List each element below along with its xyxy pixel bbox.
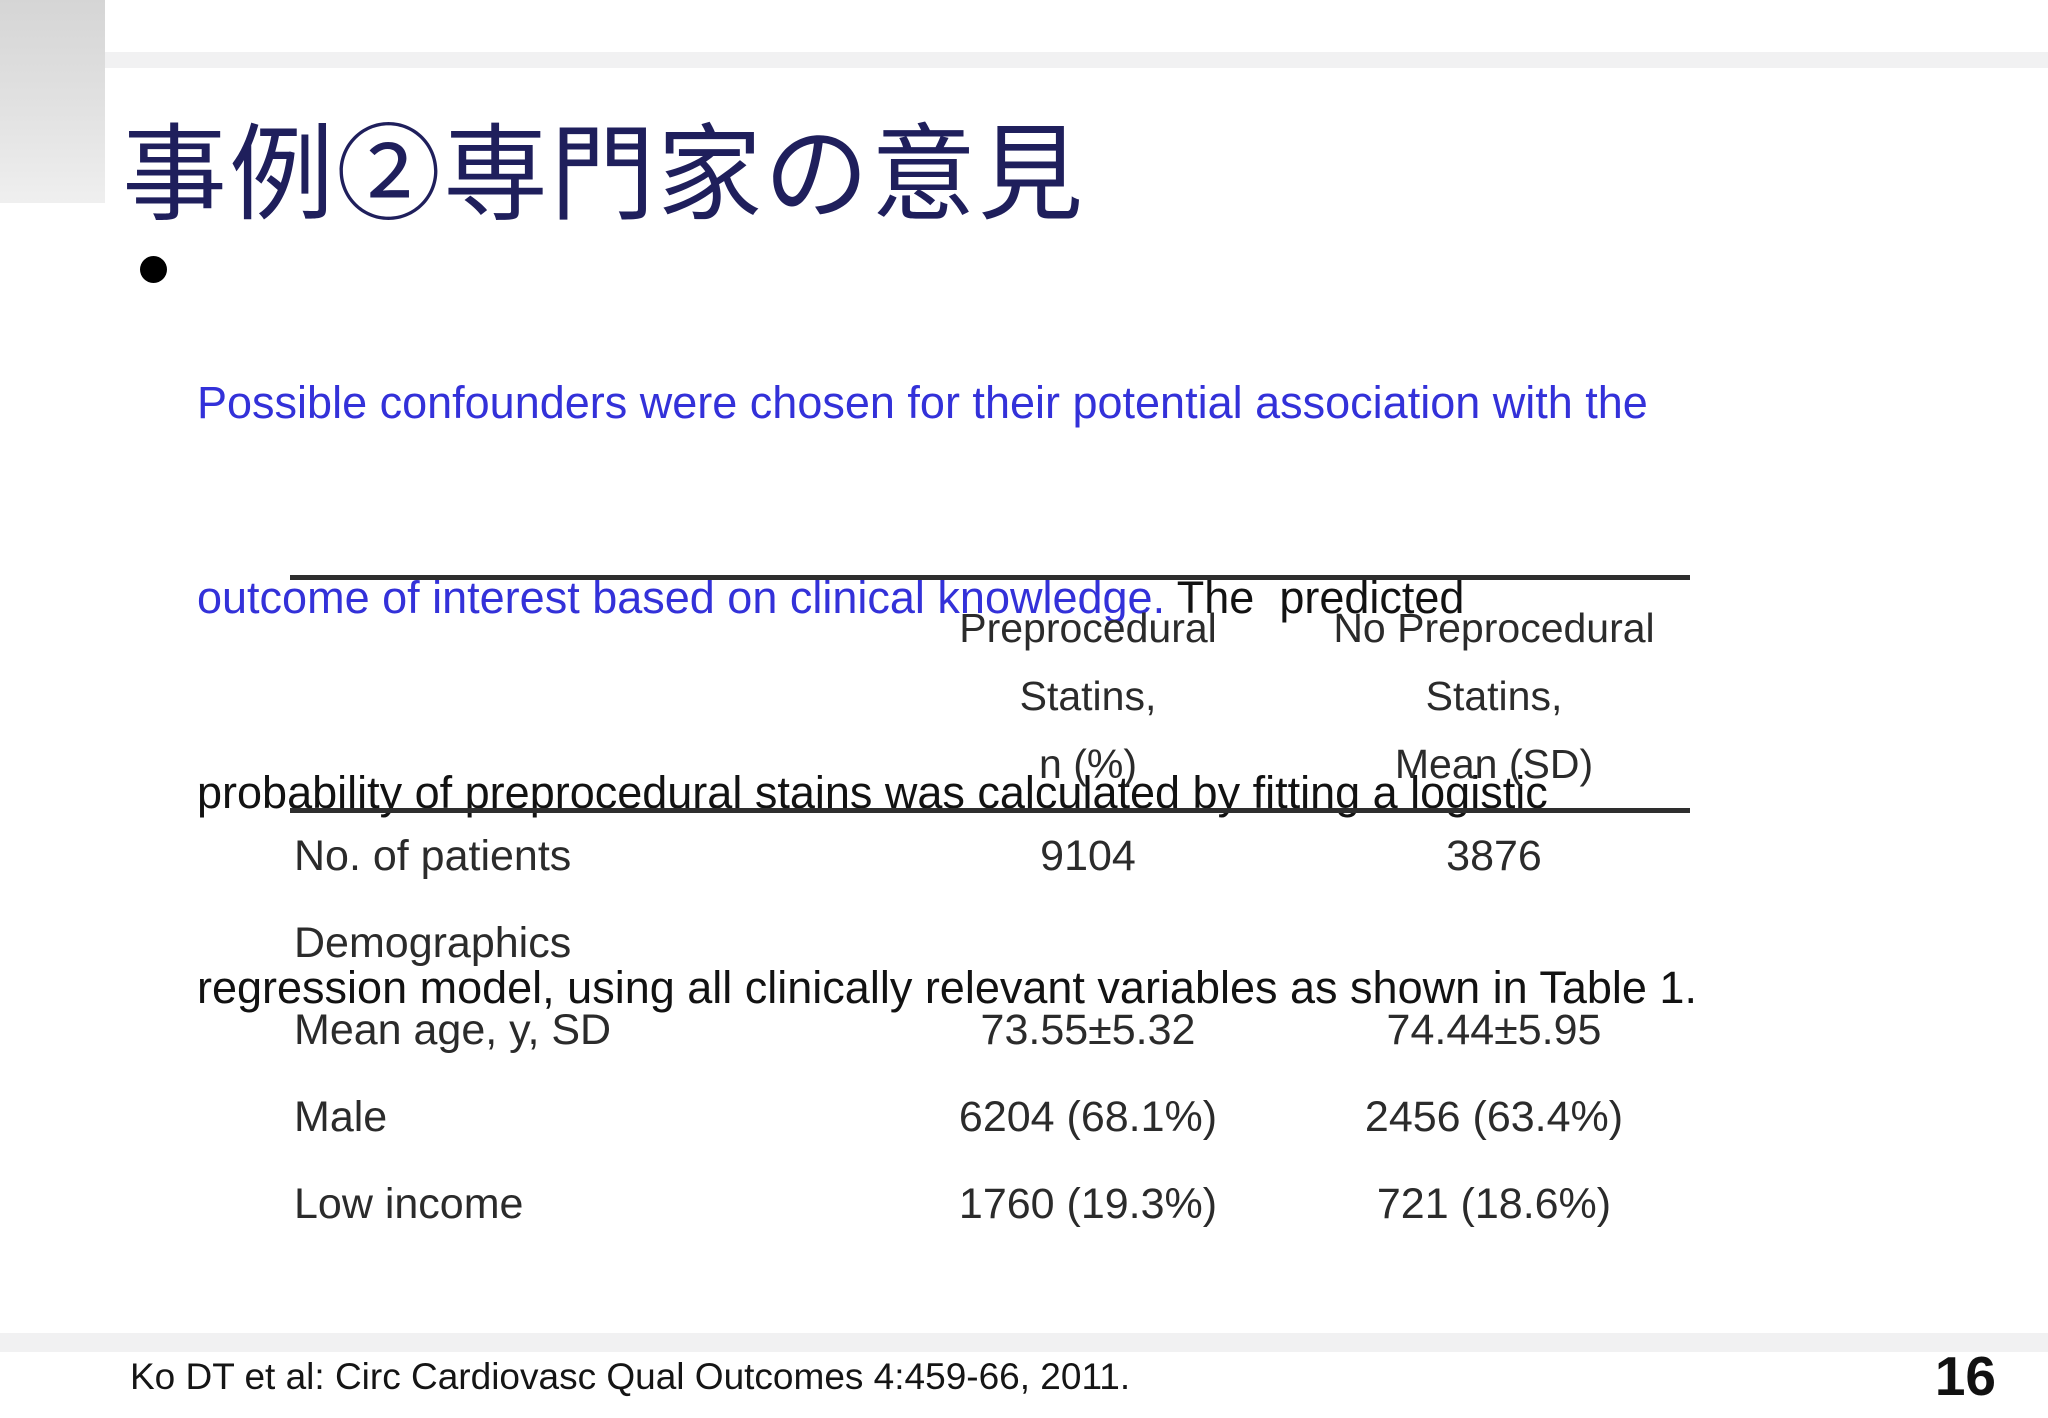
bullet-paragraph: Possible confounders were chosen for the… (197, 240, 1697, 1150)
cell-value: 3876 (1446, 832, 1542, 880)
table-header-row: Preprocedural Statins, n (%) No Preproce… (290, 580, 1690, 808)
citation-text: Ko DT et al: Circ Cardiovasc Qual Outcom… (130, 1356, 1131, 1397)
cell-value: 73.55±5.32 (980, 1006, 1196, 1054)
cell-value: 1760 (19.3%) (958, 1180, 1218, 1228)
cell-value: 2456 (63.4%) (1364, 1093, 1624, 1141)
bullet-line-1: Possible confounders were chosen for the… (197, 370, 1697, 435)
bullet-text-black: regression model, using all clinically r… (197, 962, 1697, 1013)
row-label: Demographics (294, 919, 572, 967)
table-column-header-no-preprocedural: No Preprocedural Statins, Mean (SD) (1298, 594, 1690, 798)
table-row: No. of patients 9104 3876 (290, 813, 1690, 900)
row-label: Male (294, 1093, 388, 1141)
table-column-header-empty (290, 594, 878, 798)
bullet-text-blue: outcome of interest based on clinical kn… (197, 572, 1166, 623)
table-row: Mean age, y, SD 73.55±5.32 74.44±5.95 (290, 987, 1690, 1074)
page-number: 16 (1934, 1345, 1996, 1407)
bullet-text-black: The predicted (1165, 572, 1465, 623)
bullet-text-blue: Possible confounders were chosen for the… (197, 377, 1648, 428)
header-line: Statins, (1425, 673, 1563, 719)
cell-value: 721 (18.6%) (1376, 1180, 1612, 1228)
cell-value: 74.44±5.95 (1386, 1006, 1602, 1054)
bullet-line-2: outcome of interest based on clinical kn… (197, 565, 1697, 630)
footer-stripe (0, 1333, 2048, 1352)
header-line: Preprocedural (959, 605, 1217, 651)
bullet-line-4: regression model, using all clinically r… (197, 955, 1697, 1020)
bullet-icon (140, 256, 167, 283)
top-stripe (0, 52, 2048, 68)
row-label: No. of patients (294, 832, 572, 880)
cell-value: 9104 (1040, 832, 1136, 880)
header-line: No Preprocedural (1333, 605, 1655, 651)
table-top-rule (290, 575, 1690, 580)
table-row: Low income 1760 (19.3%) 721 (18.6%) (290, 1161, 1690, 1248)
header-line: Mean (SD) (1394, 741, 1594, 787)
statins-table: Preprocedural Statins, n (%) No Preproce… (290, 575, 1690, 1248)
row-label: Low income (294, 1180, 524, 1228)
row-label: Mean age, y, SD (294, 1006, 612, 1054)
table-body: No. of patients 9104 3876 Demographics M… (290, 813, 1690, 1248)
header-line: n (%) (1039, 741, 1137, 787)
table-header-rule (290, 808, 1690, 813)
left-accent-bar (0, 0, 105, 203)
bullet-item: Possible confounders were chosen for the… (140, 240, 1697, 1150)
cell-value: 6204 (68.1%) (958, 1093, 1218, 1141)
table-row: Demographics (290, 900, 1690, 987)
header-line: Statins, (1019, 673, 1157, 719)
page-title: 事例②専門家の意見 (122, 117, 1086, 235)
table-column-header-preprocedural: Preprocedural Statins, n (%) (878, 594, 1298, 798)
table-row: Male 6204 (68.1%) 2456 (63.4%) (290, 1074, 1690, 1161)
